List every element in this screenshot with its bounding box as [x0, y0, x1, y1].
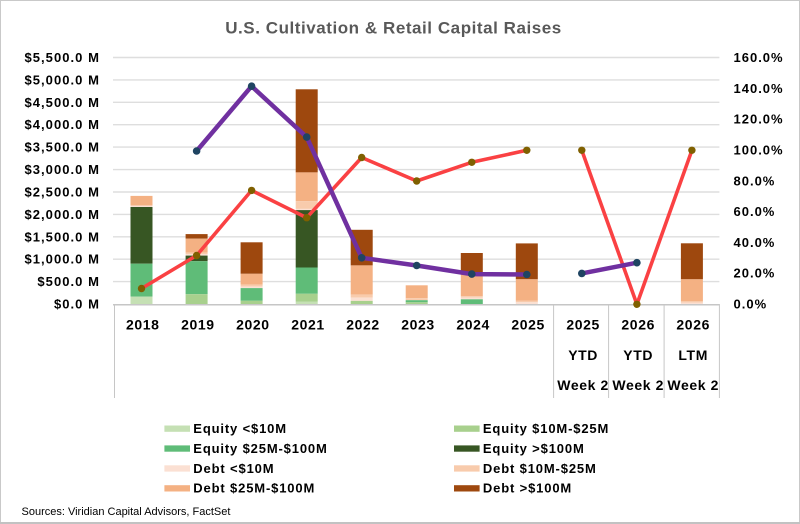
svg-text:2024: 2024	[456, 317, 490, 333]
svg-text:$4,000.0 M: $4,000.0 M	[24, 117, 100, 132]
svg-text:Debt $25M-$100M: Debt $25M-$100M	[193, 481, 315, 496]
svg-text:LTM: LTM	[678, 347, 708, 363]
svg-text:Week 2: Week 2	[612, 377, 664, 393]
svg-text:$0.0 M: $0.0 M	[54, 297, 100, 312]
svg-text:140.0%: 140.0%	[734, 81, 784, 96]
svg-text:40.0%: 40.0%	[734, 235, 776, 250]
svg-text:$1,500.0 M: $1,500.0 M	[24, 229, 100, 244]
svg-text:2019: 2019	[181, 317, 215, 333]
svg-text:60.0%: 60.0%	[734, 204, 776, 219]
svg-text:Debt <$10M: Debt <$10M	[193, 461, 274, 476]
svg-text:2020: 2020	[236, 317, 270, 333]
svg-text:2021: 2021	[291, 317, 325, 333]
svg-text:YTD: YTD	[623, 347, 653, 363]
svg-text:Debt >$100M: Debt >$100M	[483, 481, 572, 496]
svg-text:160.0%: 160.0%	[734, 50, 784, 65]
svg-text:$3,000.0 M: $3,000.0 M	[24, 162, 100, 177]
svg-text:Debt $10M-$25M: Debt $10M-$25M	[483, 461, 597, 476]
svg-text:$2,500.0 M: $2,500.0 M	[24, 185, 100, 200]
svg-text:2026: 2026	[621, 317, 655, 333]
svg-text:Week 2: Week 2	[667, 377, 719, 393]
svg-text:Equity $10M-$25M: Equity $10M-$25M	[483, 421, 609, 436]
svg-text:$2,000.0 M: $2,000.0 M	[24, 207, 100, 222]
svg-text:2026: 2026	[676, 317, 710, 333]
svg-text:0.0%: 0.0%	[734, 297, 768, 312]
svg-text:Equity >$100M: Equity >$100M	[483, 441, 585, 456]
svg-text:$1,000.0 M: $1,000.0 M	[24, 252, 100, 267]
svg-text:100.0%: 100.0%	[734, 143, 784, 158]
svg-text:$3,500.0 M: $3,500.0 M	[24, 140, 100, 155]
svg-text:Sources: Viridian Capital Advi: Sources: Viridian Capital Advisors, Fact…	[22, 506, 231, 518]
svg-text:2018: 2018	[126, 317, 160, 333]
svg-text:$500.0 M: $500.0 M	[37, 274, 100, 289]
svg-text:Week 2: Week 2	[557, 377, 609, 393]
svg-text:YTD: YTD	[568, 347, 598, 363]
svg-text:U.S. Cultivation & Retail Capi: U.S. Cultivation & Retail Capital Raises	[225, 19, 562, 38]
svg-text:2023: 2023	[401, 317, 435, 333]
svg-text:80.0%: 80.0%	[734, 173, 776, 188]
svg-text:Equity <$10M: Equity <$10M	[193, 421, 287, 436]
svg-text:2025: 2025	[511, 317, 545, 333]
svg-text:$4,500.0 M: $4,500.0 M	[24, 95, 100, 110]
svg-text:$5,500.0 M: $5,500.0 M	[24, 50, 100, 65]
svg-text:$5,000.0 M: $5,000.0 M	[24, 72, 100, 87]
svg-text:120.0%: 120.0%	[734, 112, 784, 127]
svg-text:20.0%: 20.0%	[734, 266, 776, 281]
svg-text:2025: 2025	[566, 317, 600, 333]
svg-text:2022: 2022	[346, 317, 380, 333]
svg-text:Equity $25M-$100M: Equity $25M-$100M	[193, 441, 327, 456]
